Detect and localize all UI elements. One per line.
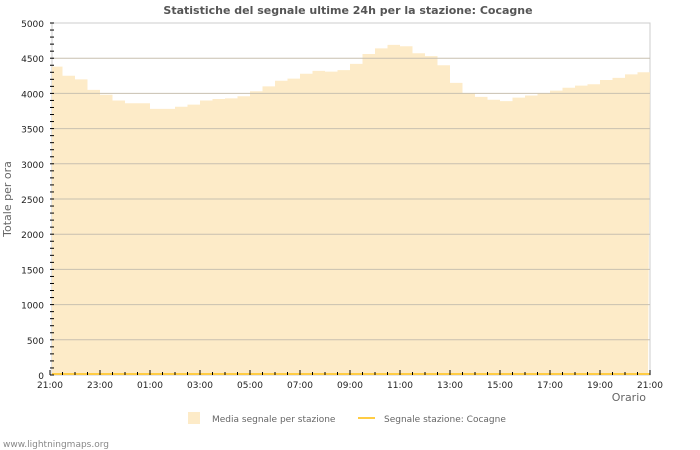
x-tick-label: 05:00 [237, 381, 263, 391]
legend-label-stazione: Segnale stazione: Cocagne [384, 415, 506, 425]
y-axis-label: Totale per ora [1, 161, 14, 238]
y-tick-label: 0 [38, 372, 44, 382]
legend-swatch-media [188, 412, 200, 424]
x-tick-label: 13:00 [437, 381, 463, 391]
x-tick-label: 11:00 [387, 381, 413, 391]
y-tick-label: 4500 [21, 55, 44, 65]
area-media-segnale [52, 44, 650, 375]
x-tick-label: 17:00 [537, 381, 563, 391]
y-tick-label: 2500 [21, 196, 44, 206]
x-tick-label: 15:00 [487, 381, 513, 391]
x-tick-label: 19:00 [587, 381, 613, 391]
y-tick-label: 500 [27, 337, 44, 347]
footer-credit: www.lightningmaps.org [3, 440, 109, 450]
x-tick-label: 23:00 [87, 381, 113, 391]
x-tick-label: 07:00 [287, 381, 313, 391]
y-tick-label: 2000 [21, 231, 44, 241]
x-tick-label: 21:00 [37, 381, 63, 391]
y-tick-label: 4000 [21, 90, 44, 100]
x-tick-label: 01:00 [137, 381, 163, 391]
y-tick-label: 1000 [21, 302, 44, 312]
y-tick-label: 1500 [21, 266, 44, 276]
chart-title: Statistiche del segnale ultime 24h per l… [163, 4, 532, 17]
x-tick-label: 21:00 [637, 381, 663, 391]
x-axis-label: Orario [612, 391, 647, 404]
y-tick-label: 3500 [21, 126, 44, 136]
y-tick-label: 5000 [21, 20, 44, 30]
legend-label-media: Media segnale per stazione [212, 415, 336, 425]
x-tick-label: 09:00 [337, 381, 363, 391]
x-tick-label: 03:00 [187, 381, 213, 391]
y-tick-label: 3000 [21, 161, 44, 171]
